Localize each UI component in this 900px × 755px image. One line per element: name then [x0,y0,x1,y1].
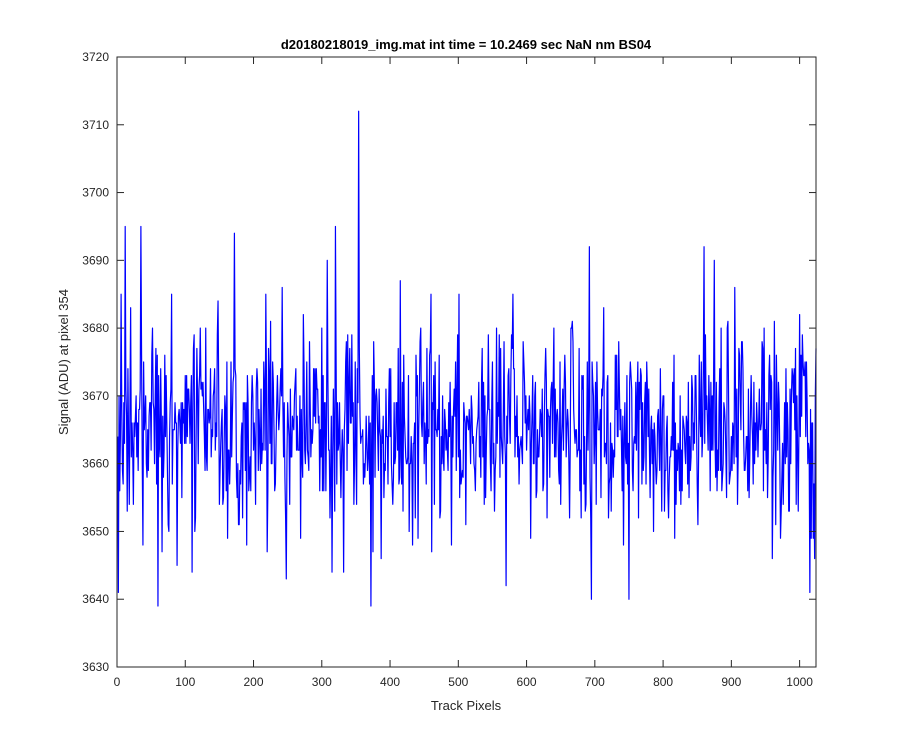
chart-title: d20180218019_img.mat int time = 10.2469 … [281,37,652,52]
y-tick-label: 3690 [82,253,109,267]
y-tick-label: 3710 [82,118,109,132]
y-tick-label: 3720 [82,50,109,64]
series-line [117,110,817,607]
x-tick-label: 800 [653,675,673,689]
x-tick-label: 400 [380,675,400,689]
x-tick-label: 500 [448,675,468,689]
series-layer [117,110,817,607]
x-tick-label: 200 [244,675,264,689]
y-tick-label: 3660 [82,457,109,471]
tick-layer: 0 100 200 300 400 500 600 700 800 900 1000 3630 3640… [82,50,816,689]
x-axis-label: Track Pixels [431,698,502,713]
y-tick-label: 3700 [82,186,109,200]
y-axis-label: Signal (ADU) at pixel 354 [56,289,71,435]
x-tick-label: 300 [312,675,332,689]
x-tick-label: 600 [517,675,537,689]
y-tick-label: 3630 [82,660,109,674]
y-tick-label: 3640 [82,592,109,606]
x-tick-label: 0 [114,675,121,689]
x-tick-label: 100 [175,675,195,689]
x-tick-label: 900 [721,675,741,689]
y-tick-label: 3670 [82,389,109,403]
plot-frame [116,56,817,668]
x-tick-label: 1000 [786,675,813,689]
y-tick-label: 3680 [82,321,109,335]
x-tick-label: 700 [585,675,605,689]
y-tick-label: 3650 [82,524,109,538]
plot-background [117,57,816,667]
